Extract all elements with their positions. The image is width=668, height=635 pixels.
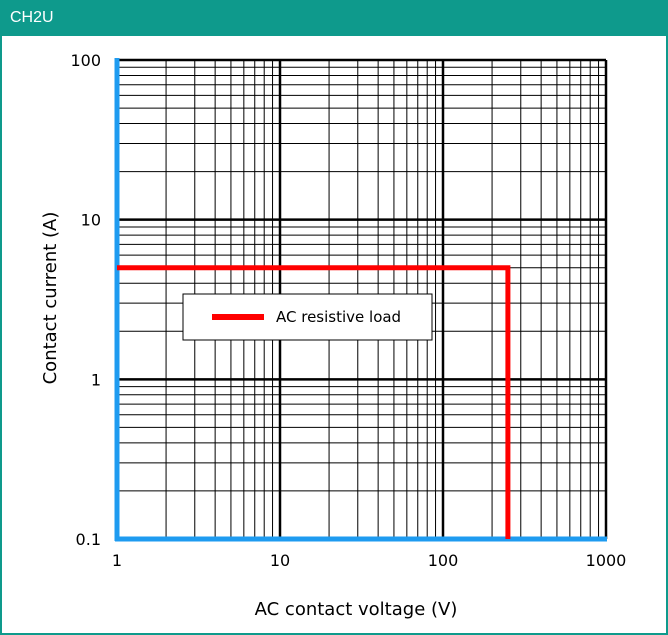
x-tick-label: 10	[270, 551, 290, 570]
tick-labels: 1 10 100 1000 0.1 1 10 100	[70, 51, 626, 570]
x-axis-title: AC contact voltage (V)	[255, 599, 458, 620]
x-tick-label: 1	[112, 551, 122, 570]
y-tick-label: 1	[91, 370, 101, 389]
x-tick-label: 1000	[586, 551, 627, 570]
x-tick-label: 100	[428, 551, 459, 570]
y-tick-label: 100	[70, 51, 101, 70]
series-layer	[117, 265, 511, 539]
legend: AC resistive load	[182, 293, 433, 341]
y-tick-label: 10	[81, 211, 101, 230]
axes	[114, 58, 607, 542]
y-axis-title: Contact current (A)	[40, 212, 61, 385]
legend-label: AC resistive load	[276, 308, 401, 326]
header-title: CH2U	[10, 9, 54, 26]
series-line-0	[117, 265, 511, 539]
header-bar: CH2U	[2, 2, 666, 36]
y-tick-label: 0.1	[76, 530, 101, 549]
